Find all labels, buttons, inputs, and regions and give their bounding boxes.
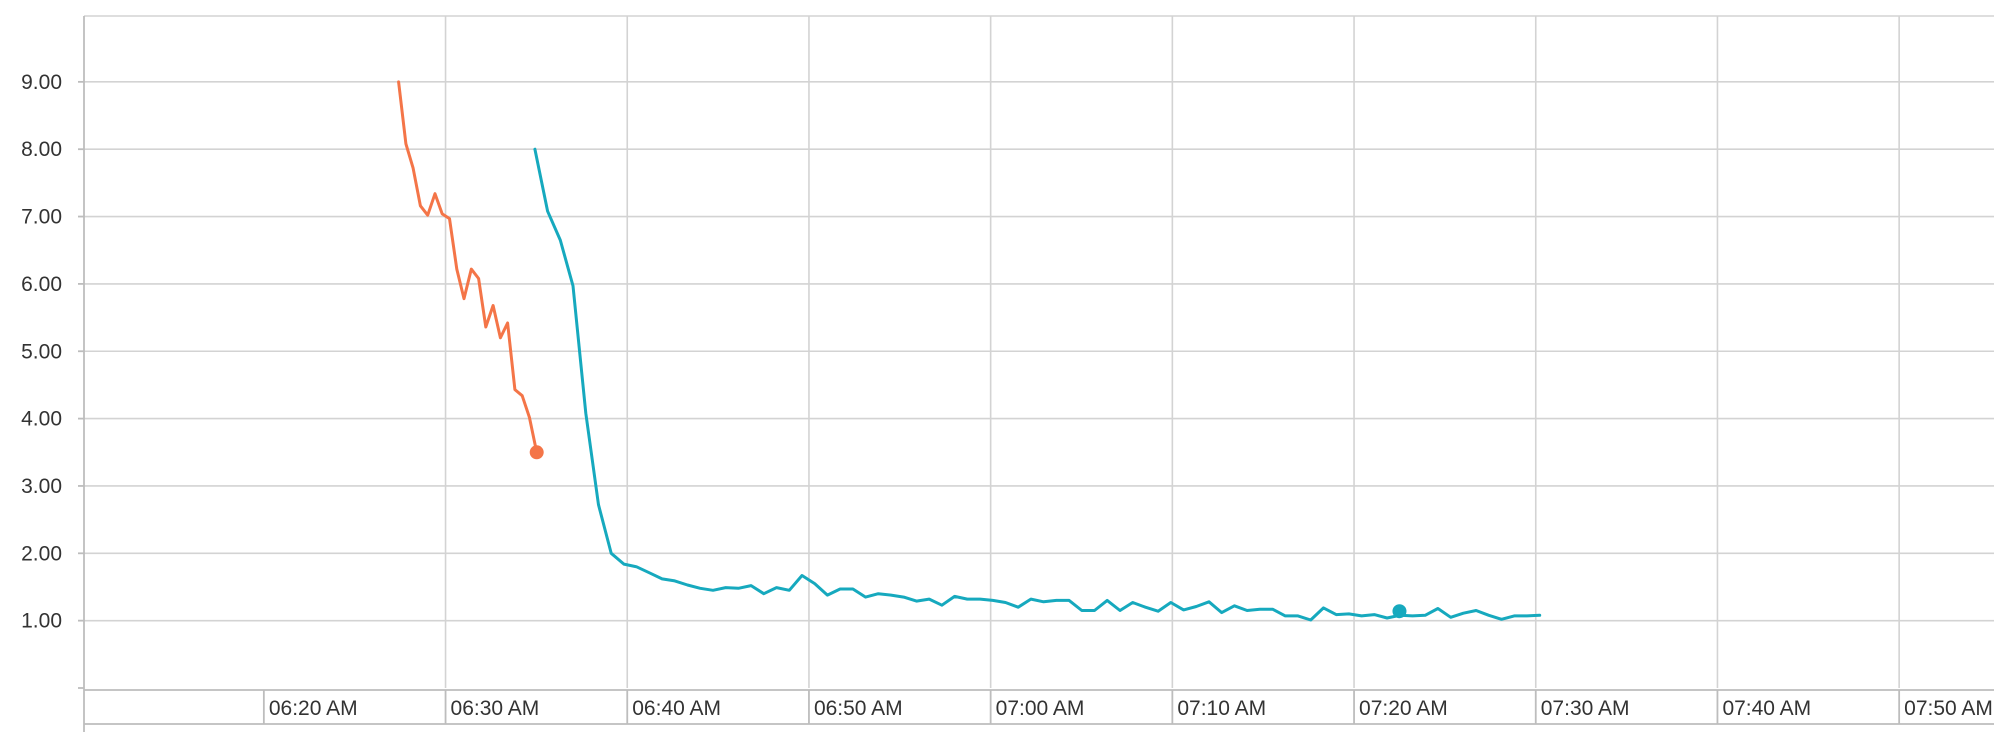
series-line-1	[397, 80, 539, 454]
x-tick-label: 07:00 AM	[996, 697, 1085, 720]
y-tick-label: 7.00	[21, 206, 62, 229]
y-tick-label: 5.00	[21, 340, 62, 363]
grid	[84, 15, 1994, 688]
x-tick-label: 07:50 AM	[1904, 697, 1993, 720]
series-line-2	[533, 147, 1542, 622]
x-tick-label: 07:40 AM	[1722, 697, 1811, 720]
point-markers	[529, 445, 1407, 619]
y-tick-label: 2.00	[21, 542, 62, 565]
x-tick-label: 07:10 AM	[1177, 697, 1266, 720]
y-tick-label: 3.00	[21, 475, 62, 498]
x-tick-label: 06:30 AM	[451, 697, 540, 720]
series-point-marker	[1392, 604, 1407, 619]
series-lines	[397, 80, 1542, 622]
y-tick-label: 1.00	[21, 610, 62, 633]
x-tick-label: 06:40 AM	[632, 697, 721, 720]
x-tick-label: 06:50 AM	[814, 697, 903, 720]
x-tick-label: 07:30 AM	[1541, 697, 1630, 720]
series-end-marker	[529, 445, 544, 460]
y-tick-label: 9.00	[21, 71, 62, 94]
y-tick-label: 8.00	[21, 138, 62, 161]
y-tick-label: 4.00	[21, 408, 62, 431]
axes	[78, 16, 1994, 732]
y-tick-label: 6.00	[21, 273, 62, 296]
x-tick-label: 06:20 AM	[269, 697, 358, 720]
x-tick-label: 07:20 AM	[1359, 697, 1448, 720]
tick-labels: 1.00 2.00 3.00 4.00 5.00 6.00 7.00 8.00 9.00 06:2…	[21, 71, 1993, 720]
